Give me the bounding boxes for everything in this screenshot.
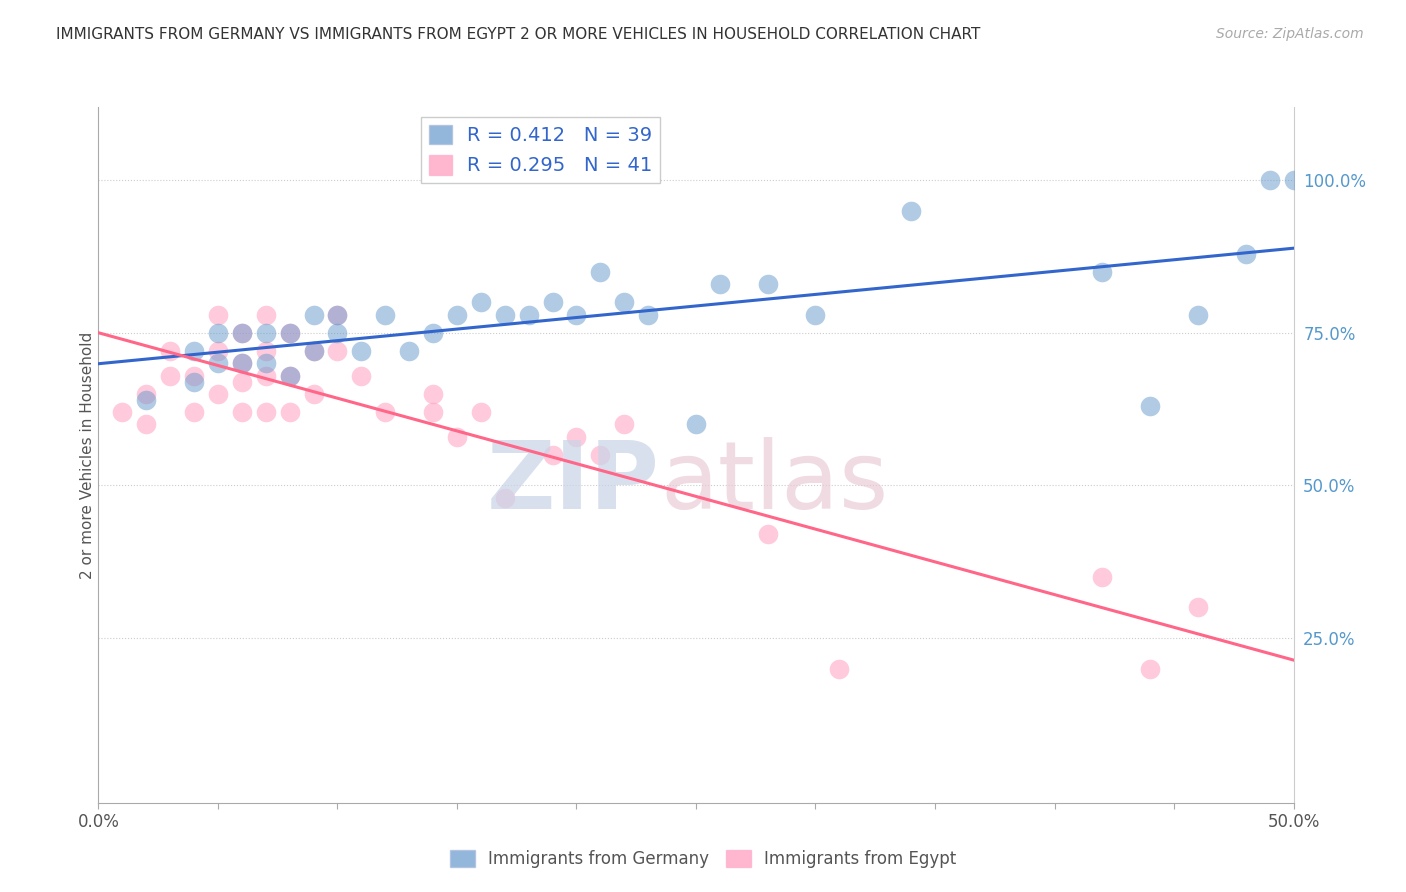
Point [231,326,253,340]
Point [589,265,612,279]
Point [135,417,157,432]
Point [183,368,205,383]
Point [350,368,373,383]
Point [302,387,325,401]
Point [1139,399,1161,413]
Point [756,527,779,541]
Point [613,295,636,310]
Point [398,344,420,359]
Point [183,375,205,389]
Point [183,344,205,359]
Point [422,326,444,340]
Point [1091,265,1114,279]
Point [374,308,396,322]
Point [159,368,181,383]
Point [278,405,301,419]
Point [231,356,253,370]
Point [135,387,157,401]
Point [589,448,612,462]
Point [517,308,540,322]
Point [254,356,277,370]
Point [494,308,516,322]
Point [541,448,564,462]
Point [613,417,636,432]
Point [446,429,468,443]
Point [326,308,349,322]
Point [302,344,325,359]
Text: IMMIGRANTS FROM GERMANY VS IMMIGRANTS FROM EGYPT 2 OR MORE VEHICLES IN HOUSEHOLD: IMMIGRANTS FROM GERMANY VS IMMIGRANTS FR… [56,27,980,42]
Point [254,368,277,383]
Point [422,387,444,401]
Point [254,405,277,419]
Point [207,326,229,340]
Point [565,429,588,443]
Point [254,344,277,359]
Point [756,277,779,291]
Point [254,308,277,322]
Point [302,308,325,322]
Point [1139,661,1161,675]
Point [446,308,468,322]
Point [326,308,349,322]
Point [111,405,134,419]
Point [422,405,444,419]
Point [541,295,564,310]
Legend: R = 0.412   N = 39, R = 0.295   N = 41: R = 0.412 N = 39, R = 0.295 N = 41 [420,117,661,183]
Point [494,491,516,505]
Point [374,405,396,419]
Point [1091,570,1114,584]
Y-axis label: 2 or more Vehicles in Household: 2 or more Vehicles in Household [80,331,94,579]
Point [804,308,827,322]
Point [1258,173,1281,187]
Point [231,375,253,389]
Point [565,308,588,322]
Point [828,661,851,675]
Point [302,344,325,359]
Text: ZIP: ZIP [488,437,661,529]
Point [637,308,659,322]
Point [900,203,922,218]
Point [231,405,253,419]
Point [231,356,253,370]
Point [709,277,731,291]
Legend: Immigrants from Germany, Immigrants from Egypt: Immigrants from Germany, Immigrants from… [443,843,963,875]
Point [183,405,205,419]
Point [470,405,492,419]
Point [278,368,301,383]
Point [1234,246,1257,260]
Point [326,326,349,340]
Point [231,326,253,340]
Point [207,387,229,401]
Point [1282,173,1305,187]
Point [470,295,492,310]
Point [278,368,301,383]
Point [254,326,277,340]
Point [1187,600,1209,615]
Text: atlas: atlas [661,437,889,529]
Point [207,308,229,322]
Point [207,344,229,359]
Point [278,326,301,340]
Point [1187,308,1209,322]
Point [207,356,229,370]
Point [135,392,157,407]
Point [350,344,373,359]
Point [685,417,707,432]
Point [159,344,181,359]
Point [326,344,349,359]
Text: Source: ZipAtlas.com: Source: ZipAtlas.com [1216,27,1364,41]
Point [278,326,301,340]
